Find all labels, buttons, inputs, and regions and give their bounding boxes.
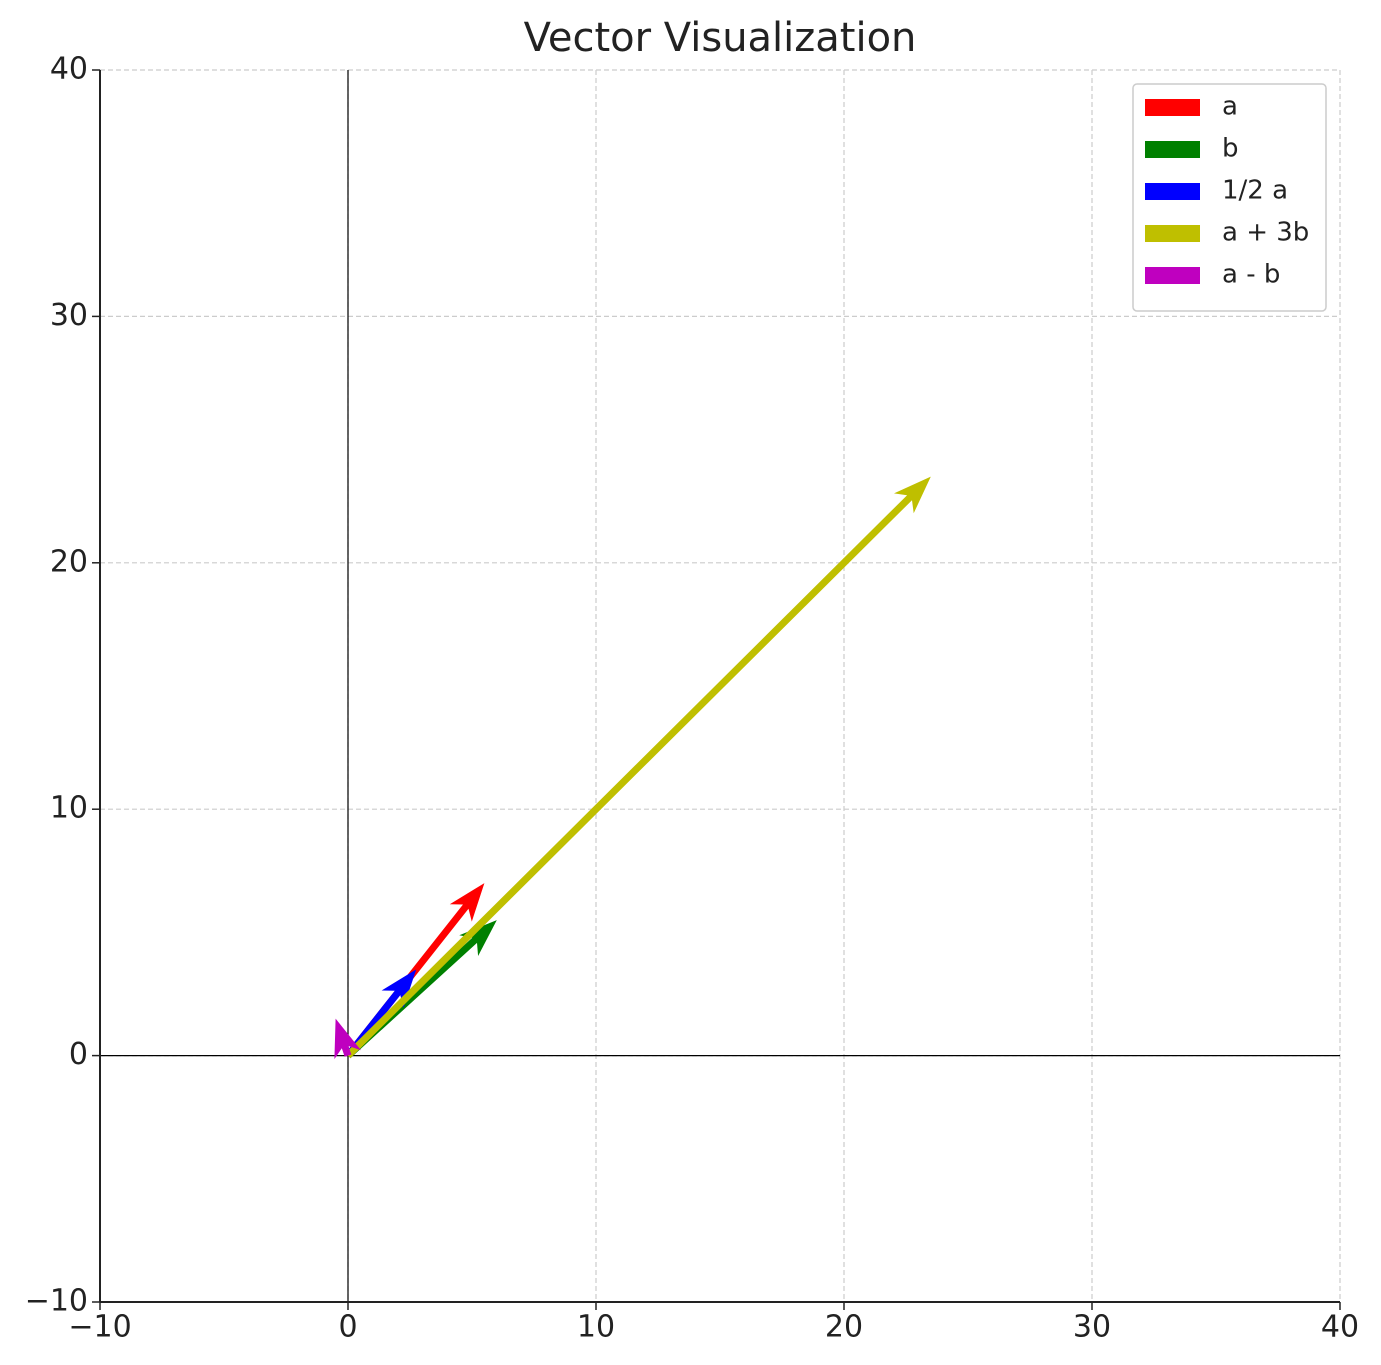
legend-label: b	[1222, 134, 1239, 164]
x-tick-label: 40	[1321, 1310, 1359, 1345]
legend-label: 1/2 a	[1222, 176, 1288, 206]
legend-swatch	[1145, 99, 1200, 116]
y-tick-label: 0	[69, 1037, 88, 1072]
x-tick-label: 20	[825, 1310, 863, 1345]
x-tick-label: −10	[68, 1310, 131, 1345]
x-tick-label: 30	[1073, 1310, 1111, 1345]
legend-label: a - b	[1222, 260, 1280, 290]
x-tick-label: 0	[338, 1310, 357, 1345]
y-tick-label: 10	[50, 791, 88, 826]
chart-title: Vector Visualization	[524, 15, 917, 61]
y-tick-label: 20	[50, 544, 88, 579]
vector-arrow	[345, 476, 931, 1059]
x-tick-label: 10	[577, 1310, 615, 1345]
y-tick-label: −10	[25, 1284, 88, 1319]
y-tick-label: 30	[50, 298, 88, 333]
legend-swatch	[1145, 183, 1200, 200]
legend-swatch	[1145, 225, 1200, 242]
legend-label: a	[1222, 92, 1238, 122]
vector-arrow	[334, 1018, 361, 1060]
legend-label: a + 3b	[1222, 218, 1309, 248]
legend-swatch	[1145, 141, 1200, 158]
y-tick-label: 40	[50, 52, 88, 87]
legend-swatch	[1145, 267, 1200, 284]
legend-box	[1132, 83, 1327, 312]
